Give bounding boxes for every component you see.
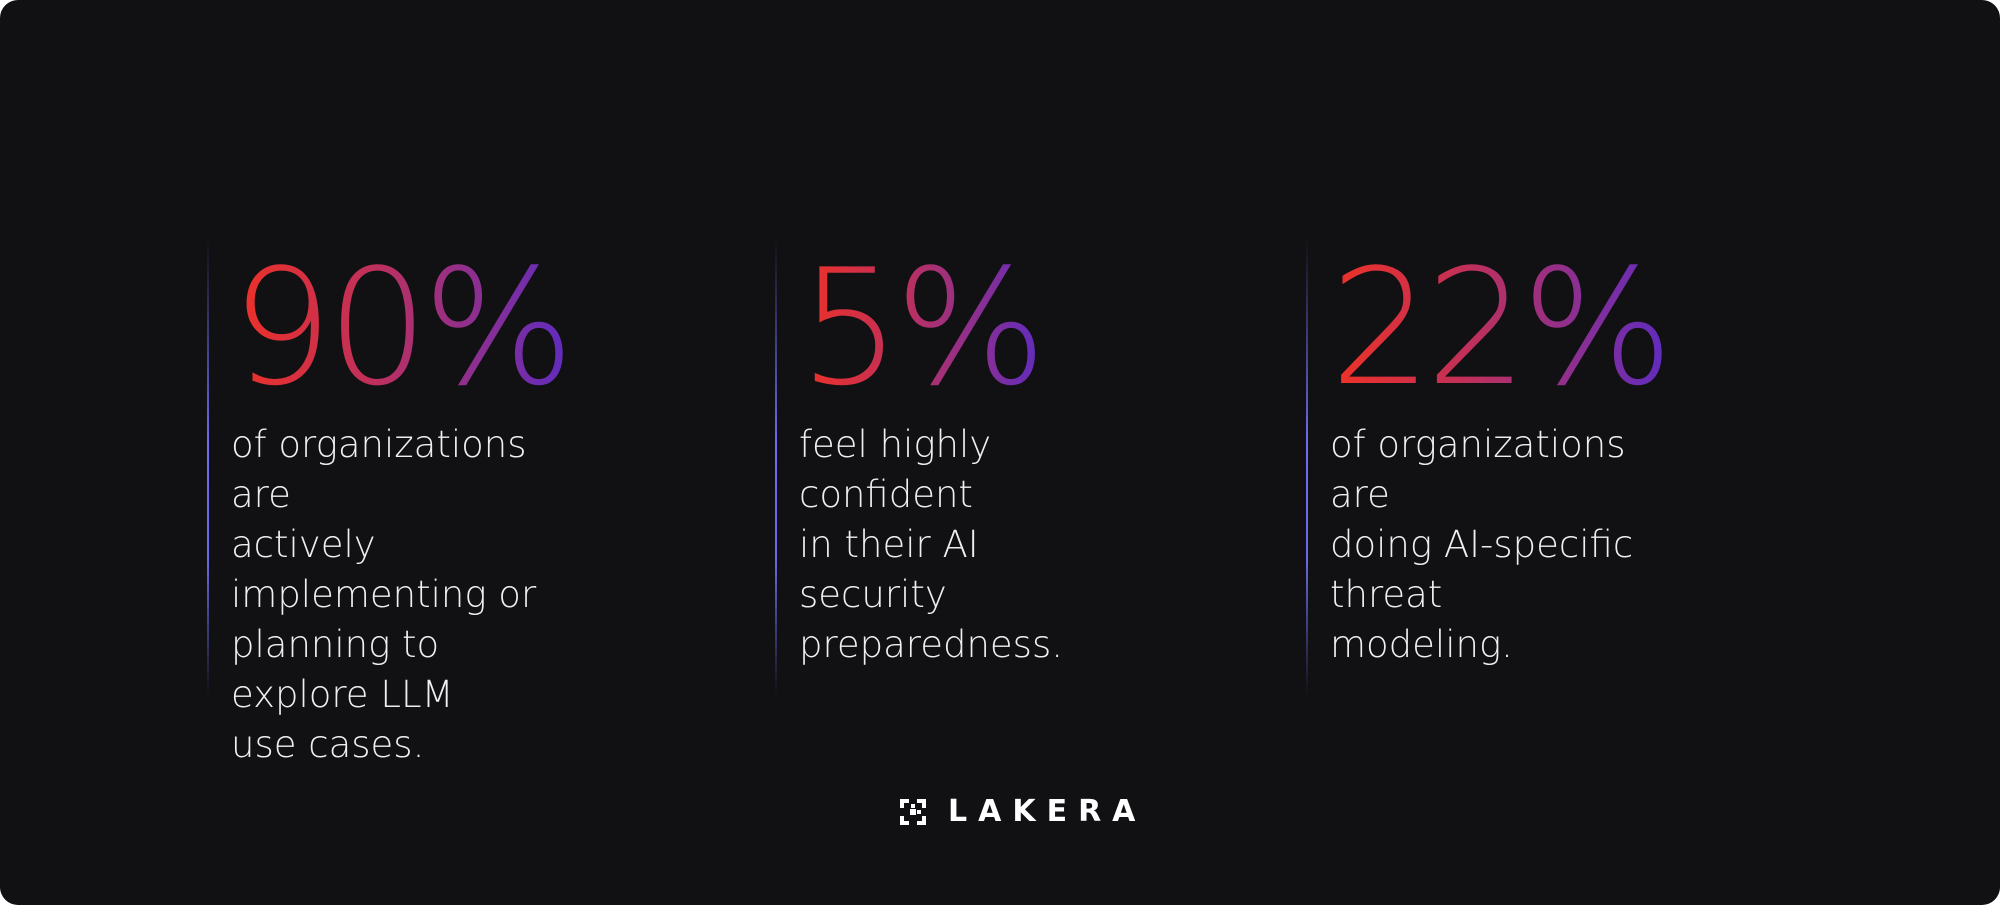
stat-description: of organizations are actively implementi… bbox=[231, 423, 537, 766]
stat-description: of organizations are doing AI-specific t… bbox=[1330, 423, 1634, 666]
divider-line bbox=[1306, 240, 1308, 695]
stat-value: 5% bbox=[799, 248, 1049, 408]
divider-line bbox=[207, 240, 209, 695]
stat-value: 22% bbox=[1330, 248, 1676, 408]
lakera-logo-icon bbox=[900, 799, 926, 825]
stat-value: 90% bbox=[231, 248, 577, 408]
brand-wordmark: LAKERA bbox=[948, 794, 1147, 829]
stat-description: feel highly confident in their AI securi… bbox=[799, 423, 1063, 666]
divider-line bbox=[775, 240, 777, 695]
lakera-logo: LAKERA bbox=[900, 794, 1147, 829]
